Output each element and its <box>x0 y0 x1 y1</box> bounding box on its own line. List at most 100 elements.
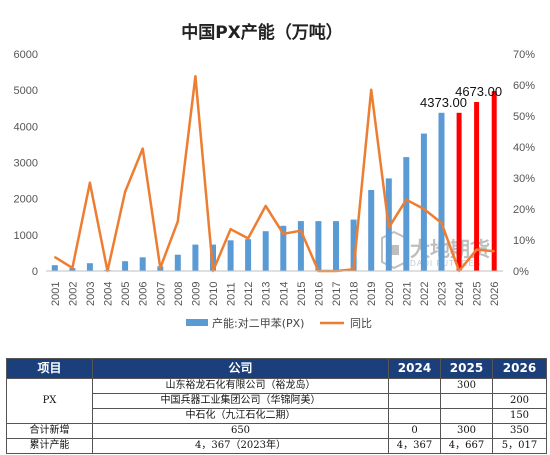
cell-2025: 300 <box>440 423 493 439</box>
x-axis-tick: 2007 <box>155 282 167 306</box>
yoy-point-2005 <box>124 191 126 193</box>
right-axis-tick: 0% <box>513 266 529 278</box>
yoy-point-2021 <box>405 198 408 201</box>
yoy-point-2018 <box>352 268 355 271</box>
table-row-total-new: 合计新增 650 0 300 350 <box>6 423 547 439</box>
yoy-point-2008 <box>177 220 179 223</box>
yoy-line <box>54 75 495 273</box>
left-axis-tick: 4000 <box>14 121 38 133</box>
x-axis-tick: 2004 <box>103 282 115 306</box>
bar-2021 <box>403 157 410 271</box>
bar-2001 <box>51 265 58 271</box>
yoy-point-2013 <box>264 205 267 207</box>
right-axis-tick: 60% <box>513 80 535 92</box>
header-company: 公司 <box>92 358 389 379</box>
watermark-sub: DADI FUTURES <box>410 259 481 268</box>
watermark-emblem <box>381 230 407 270</box>
company-name: 中国兵器工业集团公司（华锦阿美） <box>92 393 389 409</box>
x-axis-tick: 2016 <box>313 282 325 306</box>
cell-2024 <box>388 378 441 394</box>
bar-2024 <box>456 112 462 271</box>
line-series-group <box>54 75 496 273</box>
yoy-point-2019 <box>370 88 373 91</box>
company-name: 山东裕龙石化有限公司（裕龙岛） <box>92 378 389 394</box>
chart-area: 中国PX产能（万吨） 大地期货 DADI FUTURES 0 1000 2000 30… <box>14 22 536 330</box>
cell-2024: 0 <box>388 423 441 439</box>
left-axis-tick: 1000 <box>14 230 38 242</box>
table-row: 中国兵器工业集团公司（华锦阿美） 200 <box>7 393 547 409</box>
left-axis-tick: 2000 <box>14 194 38 206</box>
axes-group: 0 1000 2000 3000 4000 5000 6000 0% 10% 20% 30% 40% 5… <box>14 49 536 306</box>
cell-2026: 150 <box>492 408 547 424</box>
header-2024: 2024 <box>388 358 441 379</box>
yoy-point-2020 <box>388 226 390 229</box>
left-axis-tick: 0 <box>32 266 38 278</box>
chart-title: 中国PX产能（万吨） <box>181 22 343 43</box>
yoy-point-2015 <box>300 229 302 232</box>
yoy-point-2022 <box>423 208 425 210</box>
left-axis-tick: 6000 <box>14 49 38 61</box>
x-axis-tick: 2025 <box>472 282 484 306</box>
cell-2025: 300 <box>440 378 493 394</box>
right-axis-tick: 40% <box>513 142 535 154</box>
x-axis-tick: 2013 <box>261 282 273 306</box>
yoy-point-2012 <box>247 237 249 240</box>
legend-label-yoy: 同比 <box>350 317 372 330</box>
yoy-point-2007 <box>159 267 162 269</box>
right-axis-tick: 50% <box>513 111 535 123</box>
x-axis-tick: 2021 <box>401 282 413 306</box>
capacity-table: 项目 公司 2024 2025 2026 PX 山东裕龙石化有限公司（裕龙岛） … <box>6 358 547 454</box>
x-axis-tick: 2017 <box>331 282 343 306</box>
cell-2024 <box>388 393 441 409</box>
bar-2017 <box>333 221 339 271</box>
yoy-point-2023 <box>440 222 443 224</box>
x-axis-tick: 2001 <box>50 282 62 306</box>
yoy-point-2011 <box>229 228 232 230</box>
x-axis-tick: 2012 <box>243 282 255 306</box>
cell-2024: 4，367 <box>388 438 441 454</box>
table-row: PX 山东裕龙石化有限公司（裕龙岛） 300 <box>6 378 547 424</box>
yoy-point-2001 <box>54 256 56 258</box>
bar-2025 <box>474 102 480 271</box>
bar-2006 <box>139 257 146 271</box>
bar-2005 <box>122 261 129 271</box>
x-axis-tick: 2018 <box>349 282 361 306</box>
table-row-cumulative: 累计产能 4，367（2023年） 4，367 4，667 5，017 <box>6 438 547 454</box>
legend-swatch-capacity <box>186 319 208 326</box>
x-axis-tick: 2019 <box>366 282 378 306</box>
bar-2022 <box>420 133 427 271</box>
x-axis-tick: 2008 <box>173 282 185 306</box>
bar-2016 <box>315 221 322 271</box>
header-item: 项目 <box>6 358 93 379</box>
row-label-total-new: 合计新增 <box>6 423 93 439</box>
right-axis-tick: 10% <box>513 235 535 247</box>
bar-2003 <box>86 263 93 271</box>
px-capacity-chart: 中国PX产能（万吨） 大地期货 DADI FUTURES 0 1000 2000 30… <box>14 22 536 330</box>
bar-2012 <box>245 239 252 271</box>
bar-2013 <box>262 231 269 271</box>
x-axis-tick: 2026 <box>489 282 501 306</box>
yoy-point-2006 <box>141 147 144 150</box>
cell-2026: 200 <box>492 393 547 409</box>
x-axis-tick: 2002 <box>67 282 79 306</box>
yoy-point-2003 <box>89 181 91 184</box>
x-axis-tick: 2020 <box>384 282 396 306</box>
bar-2023 <box>438 112 445 271</box>
bar-2014 <box>280 225 287 271</box>
bar-2026 <box>491 91 497 271</box>
right-axis-tick: 30% <box>513 173 535 185</box>
bar-series-group <box>51 91 497 271</box>
cell-2026: 5，017 <box>492 438 547 454</box>
cell-2026: 350 <box>492 423 547 439</box>
yoy-point-2026 <box>493 250 496 252</box>
cell-2026 <box>492 378 547 394</box>
bar-2008 <box>174 254 181 271</box>
bar-2002 <box>69 268 76 271</box>
cell-2025 <box>440 393 493 409</box>
row-label-cumulative: 累计产能 <box>6 438 93 454</box>
watermark-logo: 大地期货 DADI FUTURES <box>381 230 490 270</box>
data-label-2023: 4373.00 <box>420 95 467 110</box>
header-2026: 2026 <box>492 358 547 379</box>
cumulative-company: 4，367（2023年） <box>92 438 389 454</box>
